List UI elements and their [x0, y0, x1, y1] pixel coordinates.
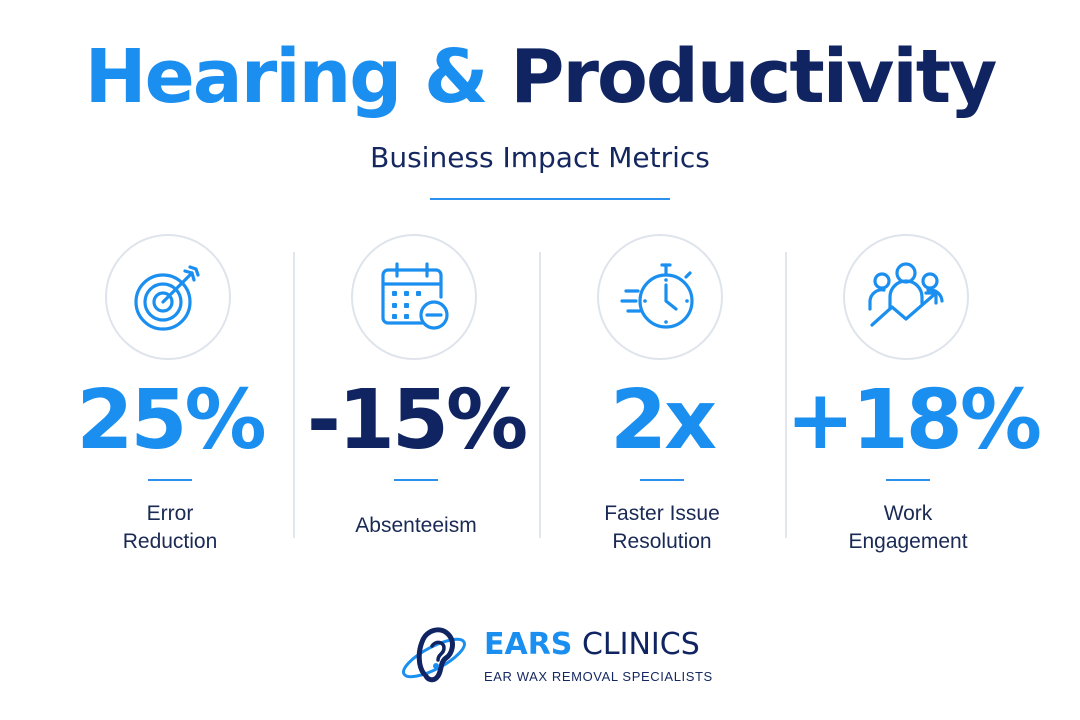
brand-name-ears: EARS: [484, 627, 573, 662]
ear-logo-icon: [402, 627, 466, 683]
metric-work-engagement: +18% Work Engagement: [786, 234, 1042, 564]
metric-value: 25%: [76, 373, 266, 468]
stopwatch-icon: [620, 263, 694, 329]
metric-label-line: Absenteeism: [355, 514, 477, 537]
metric-label-line: Resolution: [612, 530, 712, 553]
metric-value: -15%: [306, 373, 528, 468]
metric-label: Faster Issue Resolution: [540, 500, 784, 556]
metric-absenteeism: -15% Absenteeism: [294, 234, 538, 564]
metric-faster-issue-resolution: 2x Faster Issue Resolution: [540, 234, 784, 564]
metric-icon-circle: [105, 234, 231, 360]
metric-icon-circle: [597, 234, 723, 360]
metric-underline: [886, 479, 930, 481]
title-underline: [430, 198, 670, 200]
metric-label-line: Reduction: [122, 530, 218, 553]
metric-underline: [148, 479, 192, 481]
metric-icon-circle: [351, 234, 477, 360]
metric-label-line: Engagement: [848, 530, 968, 553]
title-productivity: Productivity: [510, 34, 997, 120]
column-divider: [539, 252, 541, 538]
metric-value: +18%: [786, 373, 1042, 468]
metric-label-line: Error: [146, 502, 194, 525]
brand-logo: EARS CLINICS EAR WAX REMOVAL SPECIALISTS: [398, 616, 712, 696]
metric-label: Absenteeism: [294, 512, 538, 540]
target-icon: [134, 265, 200, 331]
metric-label: Work Engagement: [786, 500, 1030, 556]
brand-name-clinics: CLINICS: [572, 627, 700, 662]
column-divider: [785, 252, 787, 538]
brand-name: EARS CLINICS: [484, 630, 700, 660]
metric-icon-circle: [843, 234, 969, 360]
page-subtitle: Business Impact Metrics: [370, 141, 710, 174]
page-title: Hearing & Productivity: [0, 40, 1080, 114]
title-hearing: Hearing &: [84, 34, 511, 120]
metric-underline: [394, 479, 438, 481]
metric-error-reduction: 25% Error Reduction: [48, 234, 292, 564]
metric-label-line: Work: [883, 502, 933, 525]
team-growth-icon: [868, 262, 944, 327]
brand-tagline: EAR WAX REMOVAL SPECIALISTS: [484, 669, 713, 684]
metric-value: 2x: [610, 373, 717, 468]
metric-label: Error Reduction: [48, 500, 292, 556]
calendar-minus-icon: [381, 262, 449, 330]
column-divider: [293, 252, 295, 538]
metric-label-line: Faster Issue: [604, 502, 720, 525]
metric-underline: [640, 479, 684, 481]
